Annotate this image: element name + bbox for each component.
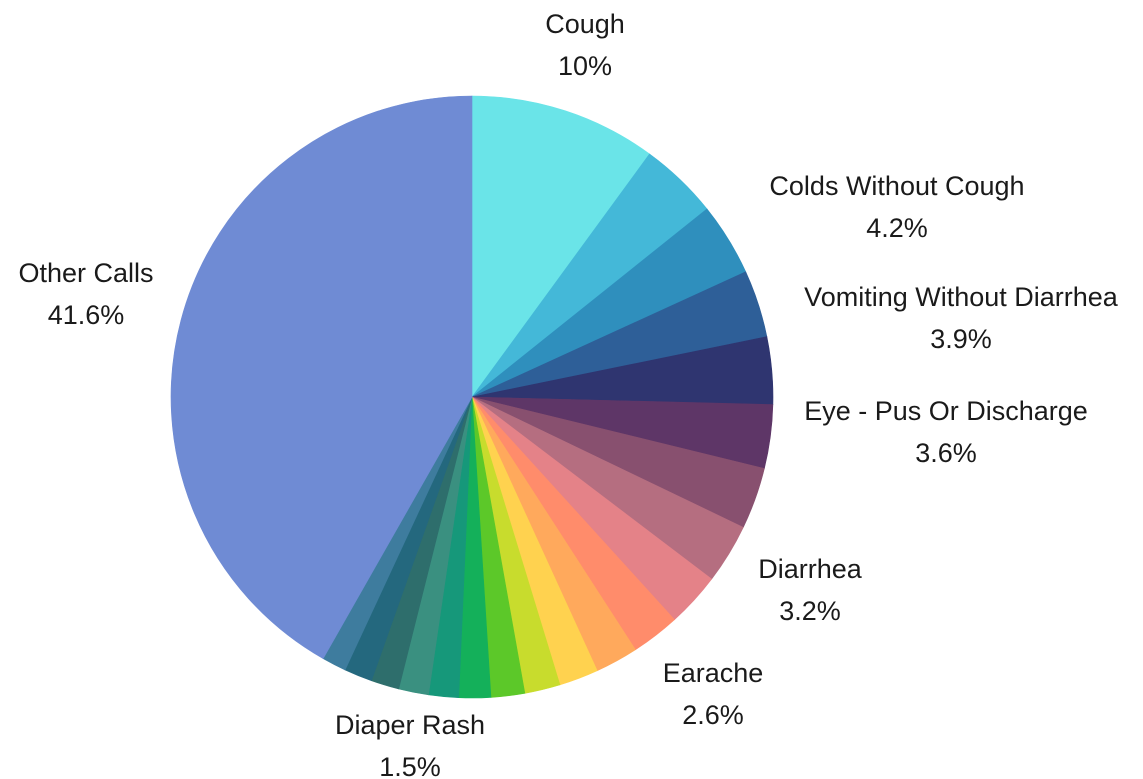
slice-value-eye-pus-or-discharge: 3.6% — [915, 438, 977, 468]
slice-value-cough: 10% — [558, 51, 612, 81]
pie-slices — [170, 95, 774, 699]
slice-label-colds-without-cough: Colds Without Cough — [769, 171, 1024, 201]
pie-labels: Cough 10% Colds Without Cough 4.2% Vomiting … — [18, 9, 1118, 779]
slice-label-diarrhea: Diarrhea — [758, 554, 863, 584]
slice-label-earache: Earache — [663, 658, 764, 688]
slice-value-colds-without-cough: 4.2% — [866, 213, 928, 243]
slice-value-earache: 2.6% — [682, 700, 744, 730]
slice-label-cough: Cough — [545, 9, 625, 39]
pie-slice-cough — [471, 95, 650, 398]
slice-label-vomiting-without-diarrhea: Vomiting Without Diarrhea — [804, 282, 1119, 312]
slice-label-eye-pus-or-discharge: Eye - Pus Or Discharge — [804, 396, 1088, 426]
pie-slice-other-calls — [170, 95, 473, 660]
slice-label-diaper-rash: Diaper Rash — [335, 710, 485, 740]
slice-value-other-calls: 41.6% — [48, 300, 125, 330]
slice-value-diaper-rash: 1.5% — [379, 752, 441, 779]
slice-value-diarrhea: 3.2% — [779, 596, 841, 626]
slice-label-other-calls: Other Calls — [18, 258, 153, 288]
slice-value-vomiting-without-diarrhea: 3.9% — [930, 324, 992, 354]
